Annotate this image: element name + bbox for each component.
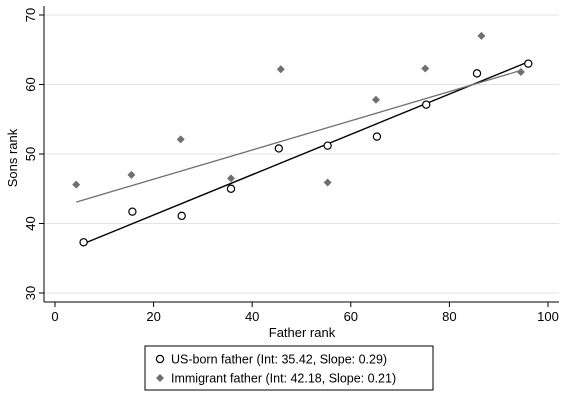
point-series-2 [127,170,136,179]
x-tick-label: 0 [51,309,58,324]
data-points [72,31,533,247]
legend-label-1: US-born father (Int: 35.42, Slope: 0.29) [171,353,387,367]
x-tick-label: 40 [245,309,259,324]
point-series-2 [477,31,486,40]
point-series-2 [516,67,525,76]
tick-labels: 30 40 50 60 70 0 20 40 60 80 100 [23,8,559,324]
point-series-1 [274,144,284,153]
fit-lines [76,61,529,245]
point-series-2 [371,95,380,104]
x-tick-label: 80 [442,309,456,324]
point-series-2 [276,65,285,74]
y-tick-label: 60 [23,77,38,91]
point-series-2 [72,180,81,189]
axes [39,6,559,307]
point-series-2 [176,135,185,144]
point-series-1 [372,132,382,141]
x-tick-label: 100 [537,309,559,324]
point-series-1 [524,59,533,68]
point-series-1 [422,100,431,109]
legend-items: US-born father (Int: 35.42, Slope: 0.29)… [155,353,396,386]
legend-box [144,345,434,391]
point-series-1 [128,207,137,216]
y-tick-label: 70 [23,8,38,22]
legend-marker-1 [155,354,165,364]
legend-label-2: Immigrant father (Int: 42.18, Slope: 0.2… [171,372,396,386]
x-tick-label: 60 [344,309,358,324]
legend-marker-2 [156,374,164,382]
point-series-1 [79,238,88,247]
point-series-2 [421,64,430,73]
y-axis-title: Sons rank [5,128,20,187]
point-series-1 [472,69,482,78]
x-axis-title: Father rank [269,325,336,340]
fit-line-2 [76,69,522,203]
x-tick-label: 20 [146,309,160,324]
y-tick-label: 30 [23,286,38,300]
point-series-1 [226,184,236,193]
point-series-2 [227,174,236,183]
point-series-1 [323,141,332,150]
point-series-1 [177,211,186,221]
y-tick-label: 50 [23,147,38,161]
point-series-2 [323,178,332,187]
y-tick-label: 40 [23,216,38,230]
legend: US-born father (Int: 35.42, Slope: 0.29)… [144,345,434,391]
fit-line-1 [83,61,529,245]
